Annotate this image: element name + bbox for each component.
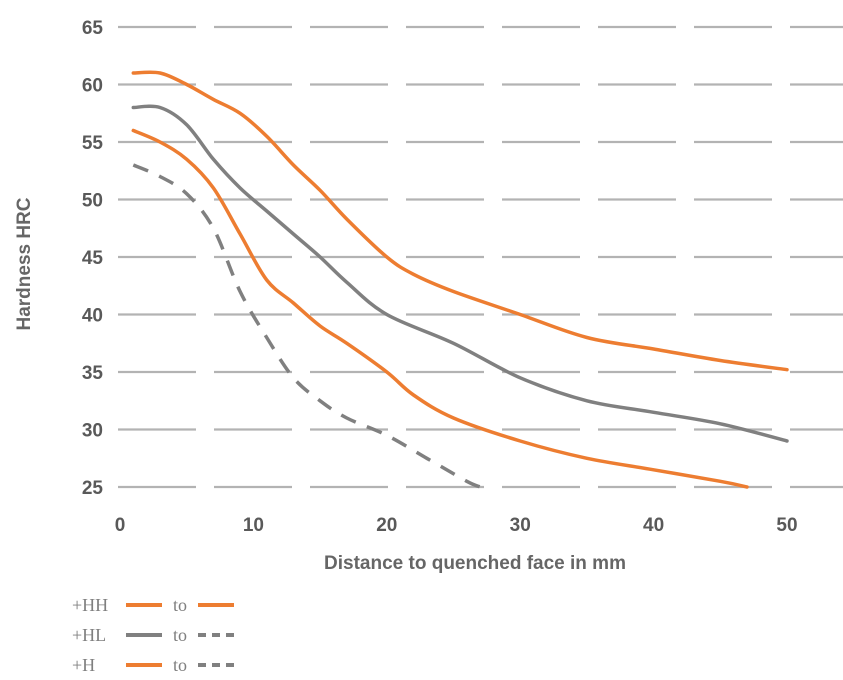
y-tick-label: 45 — [82, 248, 104, 269]
legend-name: +HH — [72, 594, 109, 615]
legend-to-text: to — [172, 594, 187, 615]
legend-to-line — [198, 603, 234, 607]
y-tick-label: 55 — [82, 133, 104, 154]
x-tick-labels: 0 10 20 30 40 50 — [115, 515, 798, 536]
legend-to-text: to — [172, 624, 187, 645]
y-tick-label: 40 — [82, 306, 103, 327]
legend: +HH to +HL to +H to — [72, 590, 234, 680]
x-tick-label: 50 — [776, 515, 797, 536]
y-tick-label: 30 — [82, 421, 103, 442]
series-line-4 — [132, 163, 481, 489]
grid-lines — [118, 25, 843, 489]
y-tick-label: 35 — [82, 363, 104, 384]
y-axis-label: Hardness HRC — [14, 197, 35, 330]
y-tick-label: 65 — [82, 18, 104, 39]
hardness-chart: 25 30 35 40 45 50 55 60 65 0 10 20 30 40 50 Distance … — [14, 18, 843, 574]
legend-to-line — [198, 663, 234, 667]
series-line-3 — [131, 128, 749, 489]
x-tick-label: 30 — [510, 515, 531, 536]
y-tick-labels: 25 30 35 40 45 50 55 60 65 — [82, 18, 104, 499]
series-line-2 — [131, 104, 789, 443]
y-tick-label: 50 — [82, 191, 103, 212]
x-tick-label: 20 — [376, 515, 397, 536]
x-tick-label: 40 — [643, 515, 664, 536]
series-lines — [131, 70, 789, 489]
series-line-1 — [131, 70, 789, 372]
legend-row-h: +H to — [72, 650, 234, 680]
legend-row-hh: +HH to — [72, 590, 234, 620]
legend-from-line — [126, 603, 162, 607]
legend-to-line — [198, 633, 234, 637]
x-axis-label: Distance to quenched face in mm — [324, 553, 626, 574]
legend-row-hl: +HL to — [72, 620, 234, 650]
legend-from-line — [126, 663, 162, 667]
x-tick-label: 0 — [115, 515, 126, 536]
legend-name: +H — [72, 654, 96, 675]
x-tick-label: 10 — [243, 515, 264, 536]
y-tick-label: 60 — [82, 76, 103, 97]
legend-name: +HL — [72, 624, 107, 645]
y-tick-label: 25 — [82, 478, 104, 499]
legend-from-line — [126, 633, 162, 637]
legend-to-text: to — [172, 654, 187, 675]
